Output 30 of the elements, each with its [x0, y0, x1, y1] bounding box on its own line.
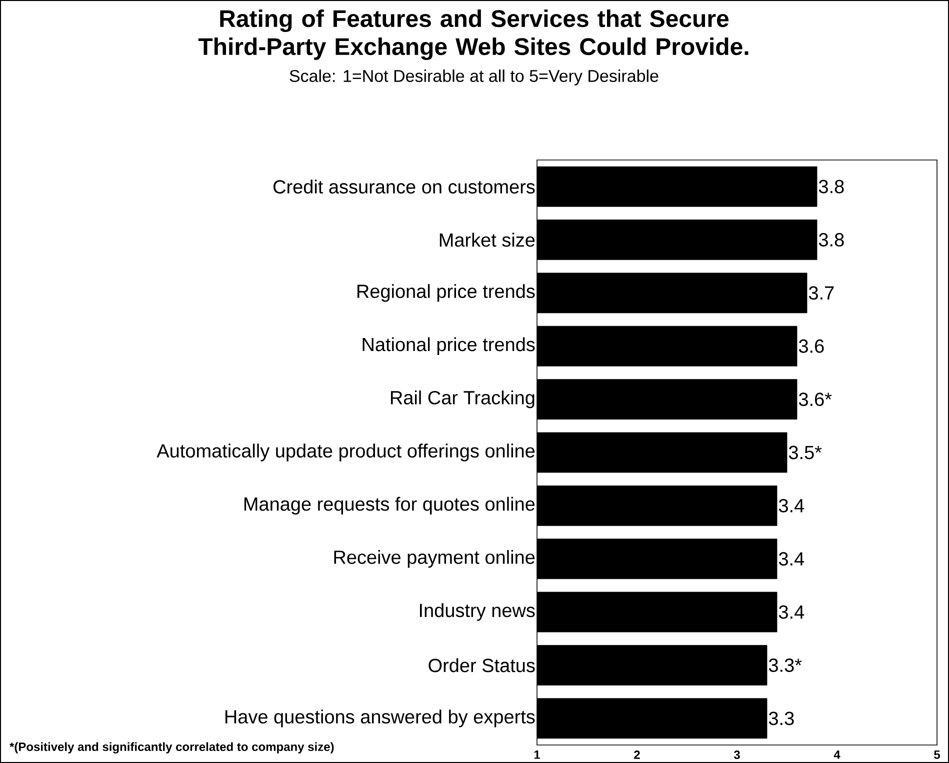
- y-tick-label: Credit assurance on customers: [274, 180, 535, 194]
- chart-title: Rating of Features and Services that Secure Third-Party Exchange Web Sites Could Provide.: [198, 10, 748, 60]
- data-label: 3.5*: [788, 446, 822, 460]
- x-tick-label: 5: [934, 750, 940, 759]
- x-tick-label: 3: [734, 750, 740, 760]
- y-tick-label: Have questions answered by experts: [225, 710, 535, 728]
- data-label: 3.8: [818, 180, 844, 194]
- y-tick-label: Manage requests for quotes online: [244, 496, 535, 515]
- y-tick-label: Automatically update product offerings online: [156, 444, 535, 462]
- data-label: 3.4: [778, 498, 804, 512]
- y-tick-label: Industry news: [420, 603, 535, 621]
- data-label: 3.8: [818, 233, 844, 247]
- text: *(Positively and significantly correlated to company size): [10, 742, 334, 754]
- data-label: 3.6: [798, 339, 824, 353]
- x-tick-label: 2: [634, 750, 640, 759]
- x-tick-label: 4: [834, 750, 840, 759]
- data-label: 3.4: [778, 605, 804, 619]
- data-label: 3.3*: [768, 658, 802, 672]
- data-label: 3.4: [778, 552, 804, 566]
- chart-subtitle: Scale: 1=Not Desirable at all to 5=Very Desirable: [290, 70, 658, 86]
- y-tick-label: National price trends: [362, 337, 535, 355]
- y-tick-label: Order Status: [428, 658, 535, 672]
- y-tick-label: Rail Car Tracking: [390, 390, 534, 408]
- x-tick-label: 1: [534, 750, 540, 759]
- y-tick-label: Market size: [440, 232, 535, 247]
- data-label: 3.3: [768, 712, 794, 726]
- data-label: 3.7: [808, 286, 834, 300]
- y-tick-label: Receive payment online: [334, 550, 535, 568]
- y-tick-label: Regional price trends: [358, 284, 535, 302]
- data-label: 3.6*: [798, 392, 832, 406]
